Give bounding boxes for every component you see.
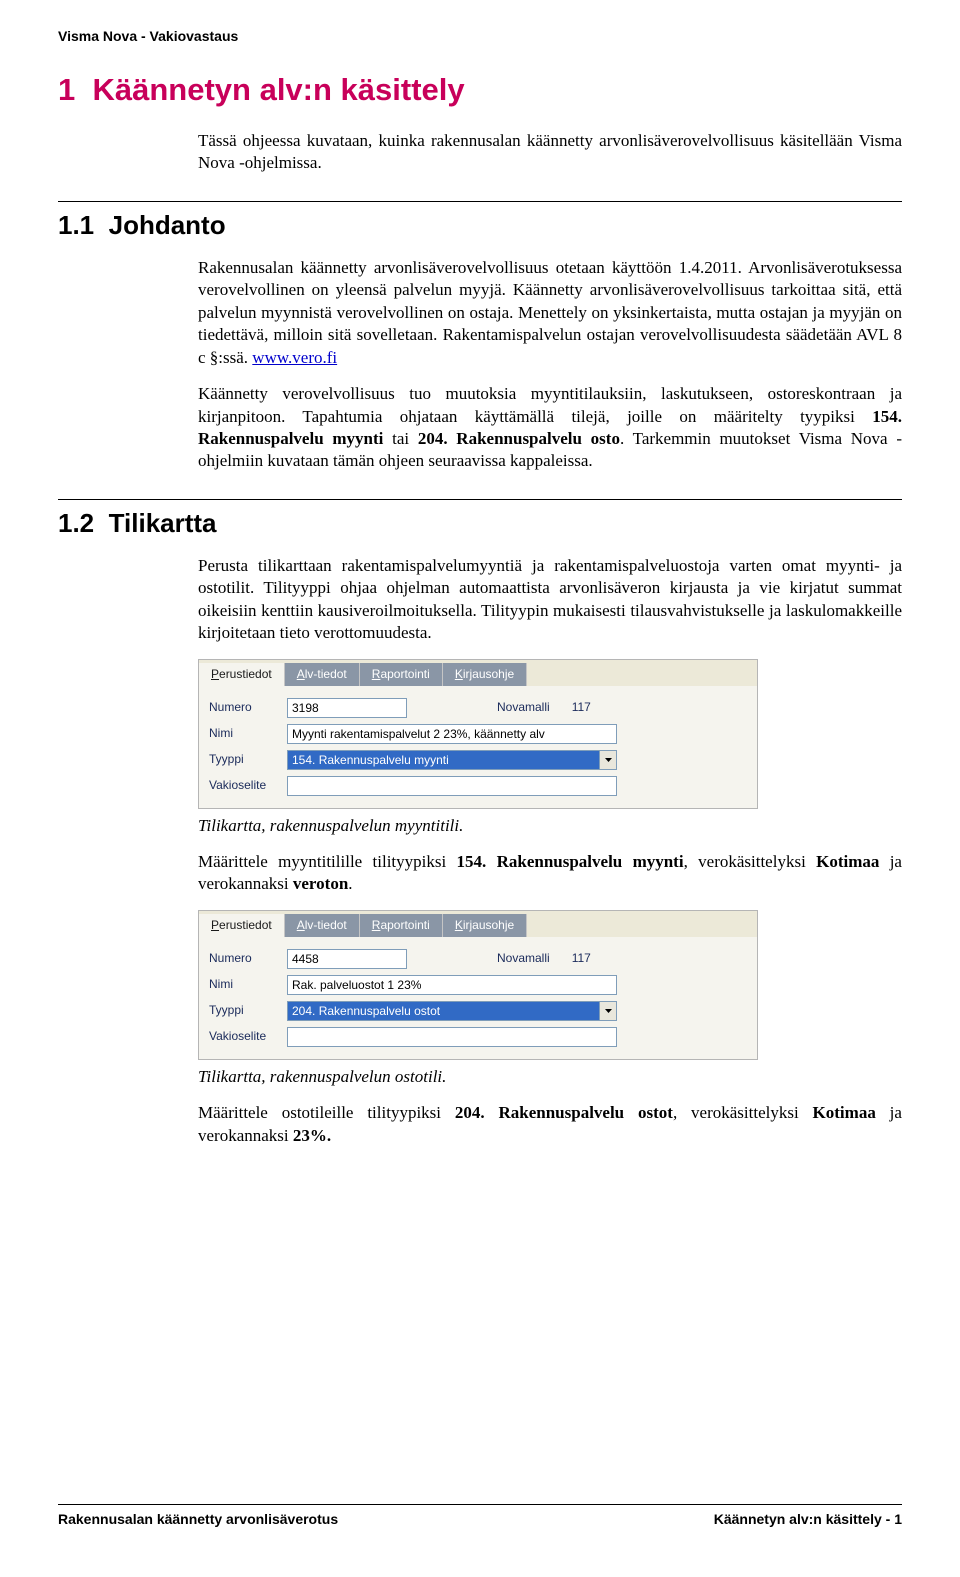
- label-vakioselite: Vakioselite: [209, 1029, 287, 1045]
- body-text: tai: [383, 429, 417, 448]
- dropdown-icon[interactable]: [600, 1001, 617, 1021]
- section-1-2-p1: Perusta tilikarttaan rakentamispalvelumy…: [198, 555, 902, 645]
- tilikartta-myynti-screenshot: PPerustiedoterustiedot Alv-tiedot Raport…: [198, 659, 758, 809]
- label-vakioselite: Vakioselite: [209, 778, 287, 794]
- intro-paragraph: Tässä ohjeessa kuvataan, kuinka rakennus…: [198, 130, 902, 175]
- page-header: Visma Nova - Vakiovastaus: [58, 28, 902, 44]
- chapter-heading: 1 Käännetyn alv:n käsittely: [58, 72, 902, 108]
- tab-bar: PPerustiedoterustiedot Alv-tiedot Raport…: [199, 660, 757, 686]
- after-shot2-text: Määrittele ostotileille tilityypiksi 204…: [198, 1102, 902, 1147]
- section-title: Tilikartta: [109, 508, 217, 538]
- chapter-title: Käännetyn alv:n käsittely: [92, 72, 464, 107]
- body-text: , verokäsittelyksi: [673, 1103, 813, 1122]
- body-text: .: [348, 874, 352, 893]
- tilikartta-osto-screenshot: Perustiedot Alv-tiedot Raportointi Kirja…: [198, 910, 758, 1060]
- tab-raportointi[interactable]: Raportointi: [360, 663, 443, 686]
- section-1-1-p2: Käännetty verovelvollisuus tuo muutoksia…: [198, 383, 902, 473]
- section-number: 1.2: [58, 508, 94, 538]
- bold-text: 154. Rakennuspalvelu myynti: [457, 852, 684, 871]
- label-tyyppi: Tyyppi: [209, 752, 287, 768]
- label-numero: Numero: [209, 700, 287, 716]
- label-tyyppi: Tyyppi: [209, 1003, 287, 1019]
- bold-text: 204. Rakennuspalvelu ostot: [455, 1103, 673, 1122]
- input-numero[interactable]: [287, 949, 407, 969]
- label-nimi: Nimi: [209, 726, 287, 742]
- chapter-number: 1: [58, 72, 75, 107]
- body-text: , verokäsittelyksi: [684, 852, 817, 871]
- body-text: Määrittele myyntitilille tilityypiksi: [198, 852, 457, 871]
- tab-kirjausohje[interactable]: Kirjausohje: [443, 663, 527, 686]
- bold-text: 204. Rakennuspalvelu osto: [418, 429, 620, 448]
- dropdown-icon[interactable]: [600, 750, 617, 770]
- bold-text: 23%.: [293, 1126, 331, 1145]
- input-nimi[interactable]: [287, 724, 617, 744]
- tab-bar: Perustiedot Alv-tiedot Raportointi Kirja…: [199, 911, 757, 937]
- label-novamalli: Novamalli: [497, 951, 550, 967]
- body-text: Käännetty verovelvollisuus tuo muutoksia…: [198, 384, 902, 425]
- select-tyyppi[interactable]: 204. Rakennuspalvelu ostot: [287, 1001, 600, 1021]
- input-nimi[interactable]: [287, 975, 617, 995]
- tab-perustiedot[interactable]: PPerustiedoterustiedot: [199, 663, 285, 686]
- body-text: Määrittele ostotileille tilityypiksi: [198, 1103, 455, 1122]
- footer-right: Käännetyn alv:n käsittely - 1: [714, 1511, 902, 1527]
- caption-2: Tilikartta, rakennuspalvelun ostotili.: [198, 1066, 902, 1088]
- section-1-1-p1: Rakennusalan käännetty arvonlisäverovelv…: [198, 257, 902, 369]
- after-shot1-text: Määrittele myyntitilille tilityypiksi 15…: [198, 851, 902, 896]
- caption-1: Tilikartta, rakennuspalvelun myyntitili.: [198, 815, 902, 837]
- input-vakioselite[interactable]: [287, 776, 617, 796]
- tab-perustiedot[interactable]: Perustiedot: [199, 914, 285, 937]
- section-1-1-heading: 1.1 Johdanto: [58, 201, 902, 241]
- section-title: Johdanto: [109, 210, 226, 240]
- section-number: 1.1: [58, 210, 94, 240]
- bold-text: Kotimaa: [816, 852, 879, 871]
- label-novamalli: Novamalli: [497, 700, 550, 716]
- vero-link[interactable]: www.vero.fi: [252, 348, 337, 367]
- value-novamalli: 117: [572, 951, 591, 967]
- tab-raportointi[interactable]: Raportointi: [360, 914, 443, 937]
- footer-left: Rakennusalan käännetty arvonlisäverotus: [58, 1511, 338, 1527]
- bold-text: veroton: [293, 874, 348, 893]
- section-1-2-heading: 1.2 Tilikartta: [58, 499, 902, 539]
- bold-text: Kotimaa: [813, 1103, 876, 1122]
- value-novamalli: 117: [572, 700, 591, 716]
- input-vakioselite[interactable]: [287, 1027, 617, 1047]
- tab-alv-tiedot[interactable]: Alv-tiedot: [285, 914, 360, 937]
- page-footer: Rakennusalan käännetty arvonlisäverotus …: [58, 1504, 902, 1527]
- label-nimi: Nimi: [209, 977, 287, 993]
- tab-kirjausohje[interactable]: Kirjausohje: [443, 914, 527, 937]
- select-tyyppi[interactable]: 154. Rakennuspalvelu myynti: [287, 750, 600, 770]
- input-numero[interactable]: [287, 698, 407, 718]
- label-numero: Numero: [209, 951, 287, 967]
- tab-alv-tiedot[interactable]: Alv-tiedot: [285, 663, 360, 686]
